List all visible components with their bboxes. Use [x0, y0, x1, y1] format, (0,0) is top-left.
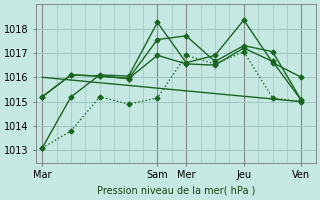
X-axis label: Pression niveau de la mer( hPa ): Pression niveau de la mer( hPa ) [97, 186, 255, 196]
